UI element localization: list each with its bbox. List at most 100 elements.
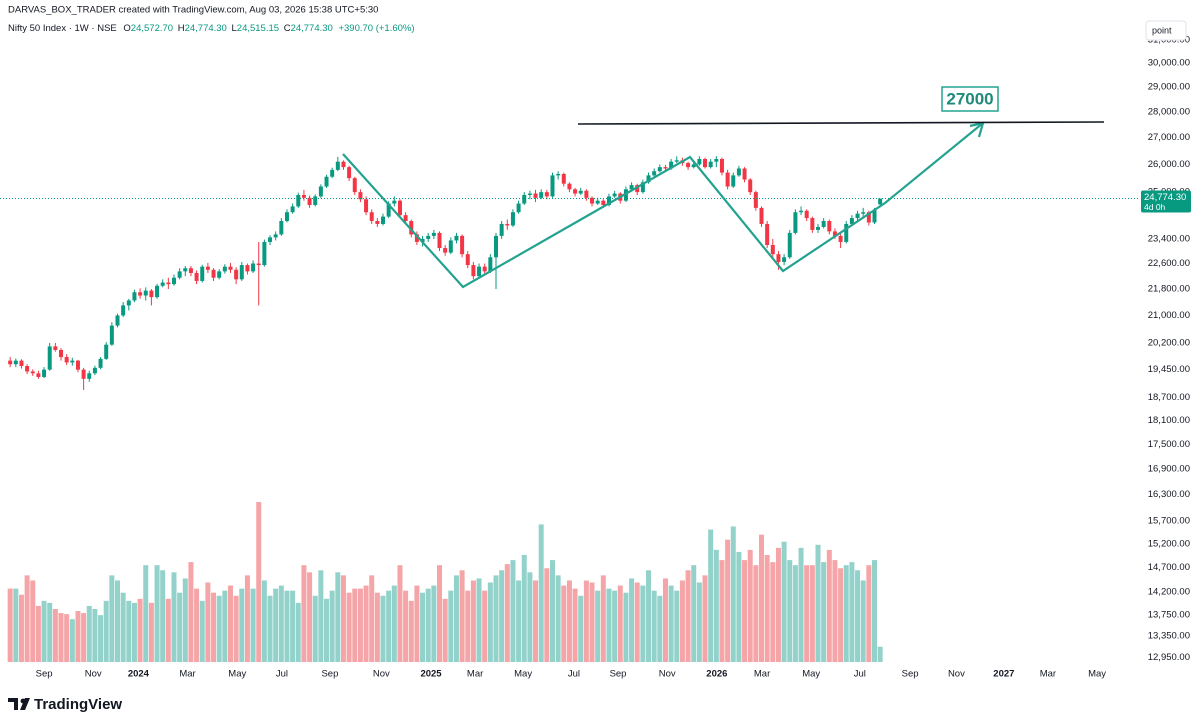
volume-bar <box>640 585 646 662</box>
volume-bar <box>871 560 877 662</box>
candle-body <box>527 193 532 195</box>
volume-bar <box>301 565 307 662</box>
volume-bar <box>843 565 849 662</box>
candle-body <box>623 189 628 201</box>
x-tick-label: 2024 <box>128 669 150 680</box>
scale-button-label[interactable]: point <box>1152 25 1172 35</box>
candle-body <box>87 373 92 379</box>
candle-body <box>635 185 640 193</box>
candle-body <box>652 171 657 176</box>
candle-body <box>318 186 323 197</box>
volume-bar <box>109 575 115 662</box>
x-tick-label: Nov <box>373 669 390 680</box>
candle-body <box>606 196 611 205</box>
volume-bar <box>177 592 183 662</box>
y-tick-label: 14,200.00 <box>1148 587 1190 598</box>
volume-bar <box>143 565 149 662</box>
volume-bar <box>98 615 104 662</box>
volume-bar <box>216 595 222 662</box>
candle-body <box>171 277 176 285</box>
y-tick-label: 13,750.00 <box>1148 609 1190 620</box>
candle-body <box>697 158 702 165</box>
candle-body <box>832 231 837 236</box>
volume-bar <box>171 572 177 662</box>
candle-body <box>81 369 86 379</box>
volume-bar <box>442 598 448 662</box>
volume-bar <box>629 578 635 662</box>
candle-body <box>301 194 306 198</box>
volume-bar <box>182 578 188 662</box>
y-tick-label: 16,900.00 <box>1148 464 1190 475</box>
candle-body <box>115 315 120 326</box>
candle-body <box>155 285 160 298</box>
candle-body <box>194 272 199 281</box>
volume-bar <box>860 580 866 662</box>
y-tick-label: 15,200.00 <box>1148 539 1190 550</box>
candle-body <box>403 215 408 222</box>
candle-body <box>335 161 340 170</box>
volume-bar <box>651 590 657 662</box>
volume-bar <box>849 562 855 662</box>
candle-body <box>460 235 465 255</box>
y-tick-label: 21,800.00 <box>1148 284 1190 295</box>
candle-body <box>725 172 730 187</box>
x-tick-label: 2025 <box>420 669 442 680</box>
volume-bar <box>549 560 555 662</box>
volume-bar <box>612 590 618 662</box>
x-tick-label: Sep <box>36 669 53 680</box>
candle-body <box>488 257 493 272</box>
volume-bar <box>476 578 482 662</box>
candle-body <box>273 234 278 238</box>
volume-bar <box>832 560 838 662</box>
volume-bar <box>538 524 544 662</box>
volume-bar <box>657 595 663 662</box>
symbol: Nifty 50 Index · 1W · NSE <box>8 23 117 34</box>
x-tick-label: Mar <box>1040 669 1056 680</box>
annotation-box <box>941 86 999 112</box>
candle-body <box>19 360 24 367</box>
volume-bar <box>493 575 499 662</box>
volume-bar <box>346 592 352 662</box>
volume-bar <box>160 570 166 662</box>
volume-bar <box>533 580 539 662</box>
x-tick-label: Nov <box>659 669 676 680</box>
candle-body <box>13 360 18 365</box>
x-tick-label: Jul <box>854 669 866 680</box>
y-tick-label: 30,000.00 <box>1148 58 1190 69</box>
candle-body <box>516 203 521 213</box>
y-tick-label: 13,350.00 <box>1148 630 1190 641</box>
candle-body <box>454 235 459 241</box>
y-tick-label: 14,700.00 <box>1148 562 1190 573</box>
candle-body <box>776 254 781 262</box>
volume-bar <box>838 568 844 662</box>
volume-bar <box>589 582 595 662</box>
candle-body <box>855 213 860 219</box>
volume-bar <box>374 592 380 662</box>
volume-bar <box>352 588 358 662</box>
volume-bar <box>459 570 465 662</box>
volume-bar <box>600 575 606 662</box>
volume-bar <box>233 595 239 662</box>
volume-bar <box>431 585 437 662</box>
candle-body <box>70 360 75 363</box>
candle-body <box>799 210 804 213</box>
candle-body <box>279 221 284 235</box>
candle-body <box>30 371 35 374</box>
scale-button[interactable] <box>1145 20 1187 41</box>
candle-body <box>669 161 674 169</box>
creator-line: DARVAS_BOX_TRADER created with TradingVi… <box>8 5 378 16</box>
candle-body <box>262 241 267 266</box>
volume-bar <box>137 598 143 662</box>
volume-bar <box>764 554 770 662</box>
volume-bar <box>414 585 420 662</box>
volume-bar <box>713 549 719 662</box>
candle-body <box>674 160 679 162</box>
candle-body <box>731 175 736 187</box>
candle-body <box>143 290 148 296</box>
volume-bar <box>708 529 714 662</box>
volume-bar <box>205 582 211 662</box>
volume-bar <box>24 575 30 662</box>
volume-bar <box>572 588 578 662</box>
candle-body <box>211 269 216 278</box>
volume-bar <box>267 595 273 662</box>
